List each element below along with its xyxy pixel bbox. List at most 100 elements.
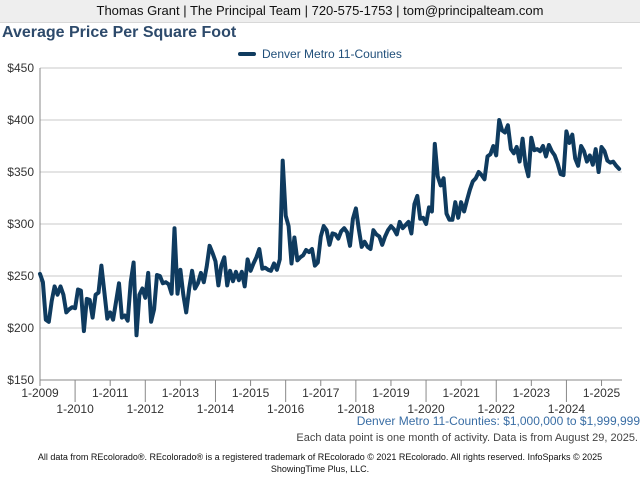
data-point bbox=[314, 265, 316, 267]
data-point bbox=[48, 321, 50, 323]
data-point bbox=[45, 319, 47, 321]
data-point bbox=[349, 245, 351, 247]
data-point bbox=[62, 294, 64, 296]
data-point bbox=[565, 130, 568, 132]
data-point bbox=[247, 258, 249, 260]
data-point bbox=[381, 244, 383, 246]
y-tick-label: $400 bbox=[7, 113, 34, 127]
chart-legend: Denver Metro 11-Counties bbox=[238, 46, 402, 62]
price-range-label: Denver Metro 11-Counties: $1,000,000 to … bbox=[356, 414, 640, 428]
data-point bbox=[235, 271, 237, 273]
data-point bbox=[337, 238, 339, 240]
data-point bbox=[431, 210, 433, 213]
data-point bbox=[232, 280, 234, 282]
y-tick-label: $200 bbox=[7, 321, 34, 335]
data-point bbox=[130, 281, 132, 283]
data-point bbox=[595, 148, 597, 150]
data-point bbox=[206, 266, 208, 268]
x-tick-label: 1-2019 bbox=[372, 386, 410, 400]
data-point bbox=[437, 175, 439, 177]
x-tick-label: 1-2016 bbox=[267, 402, 305, 415]
data-point bbox=[42, 281, 44, 283]
data-point bbox=[562, 174, 565, 176]
x-tick-label: 1-2017 bbox=[302, 386, 340, 400]
data-point bbox=[372, 229, 374, 231]
data-point bbox=[39, 273, 41, 275]
data-point bbox=[267, 269, 269, 271]
data-point bbox=[302, 254, 304, 256]
data-point bbox=[197, 282, 199, 284]
data-point bbox=[495, 154, 497, 156]
footer-line-2: ShowingTime Plus, LLC. bbox=[270, 464, 370, 474]
data-point bbox=[498, 119, 500, 121]
data-point bbox=[320, 235, 322, 238]
data-point bbox=[343, 227, 345, 229]
data-point bbox=[273, 262, 275, 265]
contact-header-bar bbox=[0, 0, 640, 23]
data-point bbox=[261, 268, 263, 270]
data-point bbox=[460, 201, 462, 203]
data-point bbox=[367, 246, 369, 248]
data-point bbox=[425, 223, 427, 225]
data-point bbox=[501, 129, 503, 131]
data-point bbox=[413, 203, 415, 205]
data-point bbox=[250, 270, 252, 272]
data-point bbox=[352, 218, 354, 220]
data-point bbox=[340, 230, 342, 232]
x-tick-label: 1-2020 bbox=[407, 402, 445, 415]
data-point bbox=[513, 152, 515, 154]
data-point bbox=[407, 221, 410, 223]
data-point bbox=[560, 173, 562, 175]
data-point bbox=[179, 269, 181, 271]
data-point bbox=[293, 236, 295, 239]
data-point bbox=[481, 174, 483, 176]
data-point bbox=[185, 311, 187, 313]
data-point bbox=[276, 269, 278, 271]
data-point bbox=[59, 285, 62, 287]
data-point bbox=[402, 227, 404, 229]
data-point bbox=[288, 225, 290, 227]
data-point bbox=[270, 270, 272, 272]
data-point bbox=[387, 229, 389, 231]
data-point bbox=[305, 249, 307, 251]
legend-swatch bbox=[238, 52, 256, 56]
data-point bbox=[290, 262, 293, 265]
data-point bbox=[311, 248, 313, 250]
data-point bbox=[159, 275, 161, 277]
data-point bbox=[226, 284, 228, 286]
data-point bbox=[492, 145, 494, 147]
data-point bbox=[95, 294, 97, 296]
data-point bbox=[545, 155, 547, 157]
data-point bbox=[486, 155, 489, 157]
data-point bbox=[568, 142, 571, 144]
data-point bbox=[519, 161, 521, 163]
data-point bbox=[443, 177, 445, 179]
x-tick-label: 1-2022 bbox=[478, 402, 516, 415]
x-tick-label: 1-2024 bbox=[548, 402, 586, 415]
data-point bbox=[448, 219, 450, 221]
data-point bbox=[419, 218, 421, 220]
data-point bbox=[217, 284, 219, 286]
data-point bbox=[162, 282, 164, 284]
data-point bbox=[124, 314, 126, 317]
data-point bbox=[334, 233, 336, 235]
data-point bbox=[264, 267, 266, 269]
data-point bbox=[255, 256, 257, 258]
data-point bbox=[542, 145, 544, 147]
data-point bbox=[168, 283, 170, 285]
x-tick-label: 1-2023 bbox=[513, 386, 551, 400]
data-point bbox=[369, 248, 372, 250]
data-point bbox=[574, 157, 576, 160]
data-point bbox=[530, 137, 532, 139]
data-point bbox=[191, 270, 193, 272]
data-point bbox=[106, 318, 108, 320]
data-point bbox=[609, 162, 611, 164]
data-point bbox=[244, 285, 246, 287]
data-point bbox=[592, 164, 594, 166]
data-point bbox=[399, 221, 401, 223]
data-point bbox=[118, 282, 120, 284]
data-point bbox=[551, 150, 553, 152]
data-point bbox=[282, 160, 284, 162]
x-tick-label: 1-2014 bbox=[197, 402, 235, 415]
series-line bbox=[38, 118, 622, 338]
